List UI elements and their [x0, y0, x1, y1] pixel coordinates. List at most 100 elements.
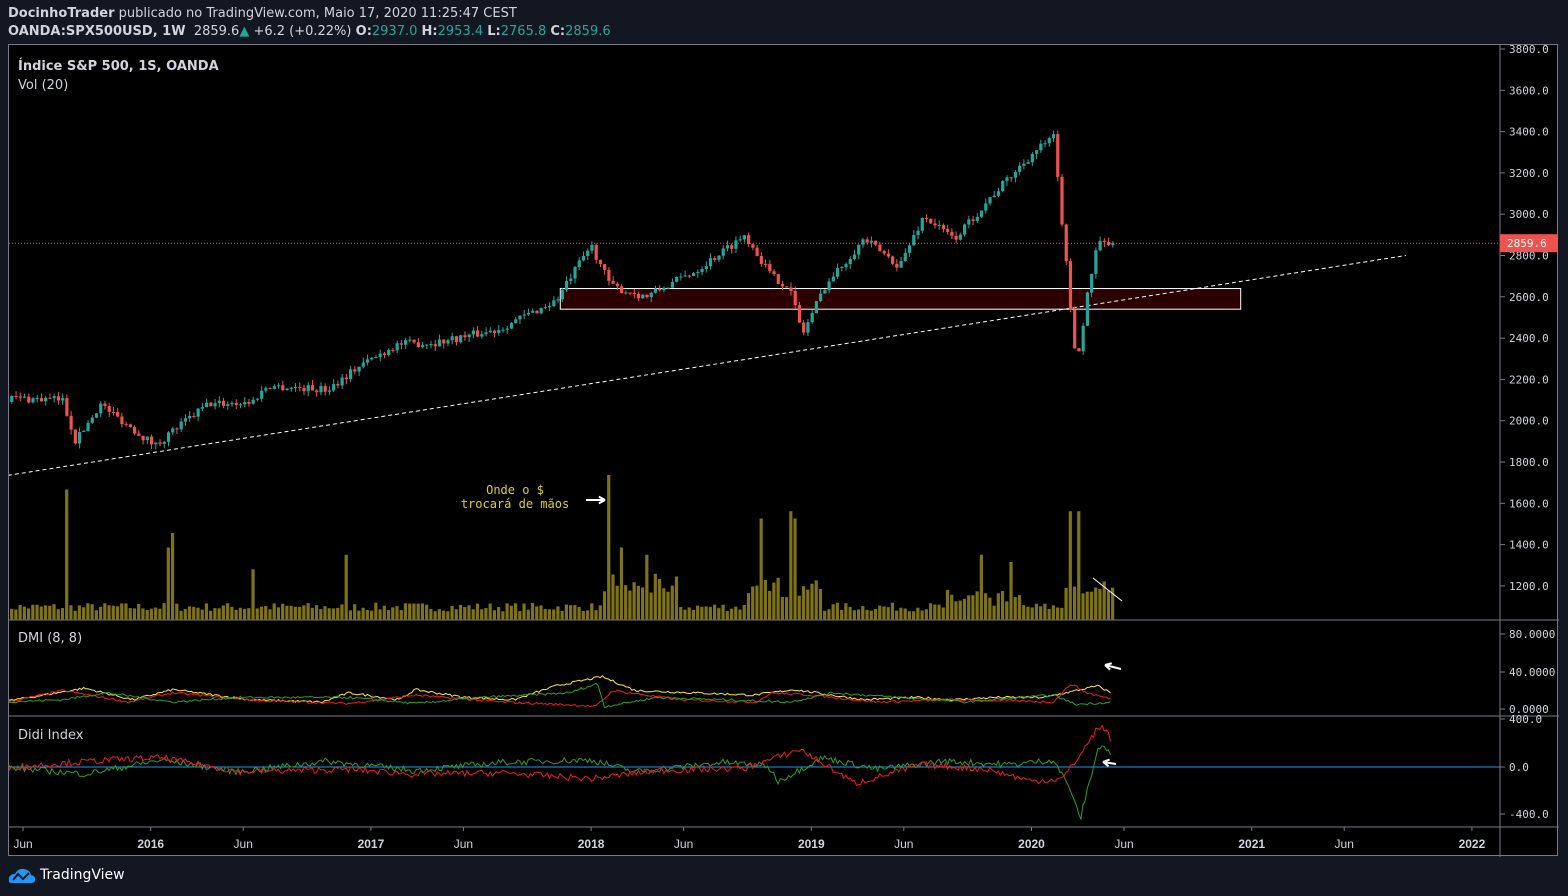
- price-tick-label: 2200.0: [1509, 373, 1549, 386]
- volume-bar: [954, 601, 958, 620]
- candle-body: [831, 276, 835, 282]
- candle-body: [878, 244, 882, 251]
- volume-bar: [446, 611, 450, 620]
- candle-body: [598, 259, 603, 265]
- candle-body: [886, 253, 890, 257]
- volume-bar: [941, 607, 945, 620]
- volume-bar: [458, 604, 463, 620]
- volume-bar: [789, 511, 793, 620]
- candle-body: [116, 411, 120, 417]
- candle-body: [416, 342, 420, 348]
- candle-body: [827, 281, 831, 291]
- volume-bar: [82, 607, 86, 620]
- candle-body: [581, 256, 586, 261]
- volume-bar: [691, 609, 696, 620]
- volume-bar: [590, 603, 594, 620]
- volume-bar: [1047, 608, 1051, 620]
- volume-bar: [365, 609, 369, 620]
- time-tick-label: Jun: [894, 837, 913, 851]
- high-value: 2953.4: [437, 24, 484, 39]
- candle-body: [1106, 241, 1111, 246]
- volume-bar: [488, 603, 492, 620]
- volume-bar: [573, 605, 577, 620]
- volume-bar: [607, 475, 611, 620]
- volume-bar: [738, 609, 742, 620]
- candle-body: [971, 219, 975, 221]
- main-series-title: Índice S&P 500, 1S, OANDA: [18, 59, 219, 74]
- volume-bar: [115, 606, 120, 620]
- volume-bar: [425, 604, 429, 620]
- volume-bar: [200, 609, 204, 620]
- volume-bar: [259, 606, 264, 620]
- candle-body: [497, 330, 501, 333]
- candle-body: [234, 402, 238, 405]
- candle-body: [302, 387, 306, 392]
- candle-body: [348, 369, 353, 380]
- volume-bar: [1009, 562, 1013, 620]
- last-price-badge: [1500, 234, 1558, 253]
- candle-body: [319, 386, 323, 393]
- volume-bar: [103, 603, 107, 620]
- candle-body: [387, 349, 391, 356]
- volume-bar: [564, 604, 568, 620]
- candle-body: [768, 264, 772, 272]
- volume-bar: [624, 585, 628, 620]
- candle-body: [920, 218, 924, 231]
- volume-bar: [357, 610, 361, 620]
- volume-bar: [827, 609, 831, 620]
- candle-body: [1073, 309, 1077, 349]
- volume-bar: [94, 610, 98, 620]
- arrow-icon: [1102, 758, 1110, 768]
- volume-bar: [353, 604, 357, 620]
- volume-bar: [598, 605, 602, 620]
- volume-bar: [530, 602, 535, 620]
- candle-body: [531, 310, 535, 313]
- volume-bar: [556, 606, 560, 620]
- candle-body: [251, 399, 255, 404]
- volume-bar: [1085, 591, 1089, 620]
- annotation-text[interactable]: Onde o $ trocará de mãos: [460, 483, 570, 511]
- volume-bar: [285, 605, 289, 620]
- volume-bar: [1056, 607, 1060, 620]
- volume-bar: [475, 603, 480, 620]
- volume-bar: [552, 609, 556, 620]
- candle-body: [857, 244, 861, 255]
- volume-bar: [187, 606, 192, 620]
- volume-bar: [746, 593, 751, 620]
- volume-bar: [268, 609, 272, 620]
- price-tick-label: 3800.0: [1509, 45, 1549, 56]
- volume-bar: [98, 606, 103, 620]
- volume-bar: [331, 608, 336, 620]
- tradingview-logo[interactable]: TradingView: [8, 866, 125, 884]
- candle-body: [1030, 153, 1034, 163]
- chart-canvas[interactable]: 3800.0 3600.0 3400.0 3200.0 3000.0 2800.0 2600…: [9, 45, 1559, 857]
- volume-bar: [1068, 511, 1072, 620]
- volume-bar: [674, 576, 679, 620]
- candle-body: [1005, 177, 1009, 181]
- close-label: C:: [550, 24, 566, 39]
- close-value: 2859.6: [565, 24, 611, 39]
- candle-body: [1047, 138, 1051, 144]
- volume-bar: [120, 603, 124, 620]
- candle-body: [450, 336, 454, 341]
- time-tick-label: 2019: [798, 837, 825, 851]
- dmi-title: DMI (8, 8): [18, 631, 83, 646]
- volume-bar: [209, 610, 213, 620]
- didi-tick-label: 0.0: [1509, 761, 1529, 774]
- volume-bar: [306, 603, 310, 620]
- chart-frame[interactable]: 3800.0 3600.0 3400.0 3200.0 3000.0 2800.0 2600…: [8, 44, 1559, 857]
- candle-body: [874, 240, 878, 245]
- volume-bar: [700, 606, 704, 620]
- candle-body: [996, 191, 1001, 196]
- change: +6.2 (+0.22%): [253, 24, 352, 39]
- volume-bar: [712, 604, 717, 620]
- volume-bar: [577, 606, 581, 620]
- volume-bar: [895, 610, 899, 620]
- didi-tick-label: 400.0: [1509, 713, 1542, 726]
- volume-bar: [213, 608, 217, 620]
- volume-bar: [1060, 607, 1064, 620]
- candle-body: [780, 283, 785, 287]
- volume-bar: [984, 593, 988, 620]
- volume-bar: [196, 607, 200, 620]
- candle-body: [577, 260, 581, 268]
